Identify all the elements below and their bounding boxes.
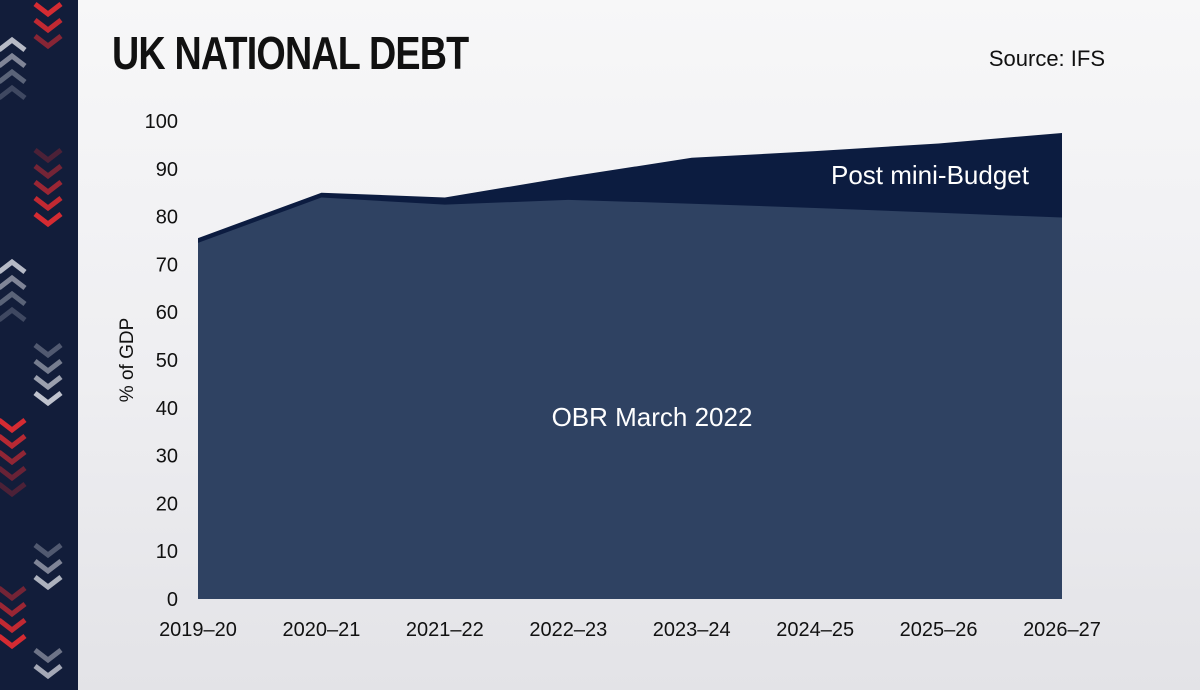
x-tick-label: 2021–22	[406, 619, 484, 641]
y-axis-ticks: 0 10 20 30 40 50 60 70 80 90 100	[145, 111, 178, 611]
series-label-obr-march-2022: OBR March 2022	[552, 402, 753, 432]
y-tick-label: 100	[145, 111, 178, 133]
y-tick-label: 40	[156, 398, 178, 420]
chevron-pattern-icon	[0, 2, 63, 680]
x-tick-label: 2019–20	[159, 619, 237, 641]
decorative-sidebar	[0, 0, 78, 690]
x-tick-label: 2026–27	[1023, 619, 1101, 641]
series-label-post-mini-budget: Post mini-Budget	[831, 160, 1030, 190]
x-tick-label: 2025–26	[900, 619, 978, 641]
area-obr-march-2022	[198, 197, 1062, 600]
y-tick-label: 20	[156, 493, 178, 515]
y-tick-label: 30	[156, 446, 178, 468]
y-tick-label: 80	[156, 207, 178, 229]
x-tick-label: 2023–24	[653, 619, 731, 641]
y-tick-label: 0	[167, 589, 178, 611]
page-title: UK NATIONAL DEBT	[112, 27, 469, 79]
y-tick-label: 10	[156, 541, 178, 563]
x-tick-label: 2022–23	[529, 619, 607, 641]
y-tick-label: 90	[156, 159, 178, 181]
source-label: Source: IFS	[988, 46, 1105, 71]
y-tick-label: 60	[156, 302, 178, 324]
y-tick-label: 70	[156, 254, 178, 276]
y-axis-title: % of GDP	[117, 318, 138, 402]
x-tick-label: 2024–25	[776, 619, 854, 641]
y-tick-label: 50	[156, 350, 178, 372]
x-axis-ticks: 2019–20 2020–21 2021–22 2022–23 2023–24 2024–…	[159, 619, 1101, 641]
x-tick-label: 2020–21	[282, 619, 360, 641]
